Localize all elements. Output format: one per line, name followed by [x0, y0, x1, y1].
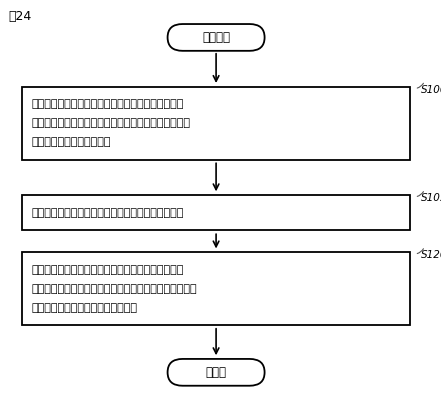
Text: S120: S120	[421, 250, 441, 260]
Text: 表面形状データを取得する: 表面形状データを取得する	[32, 137, 111, 147]
Text: 表面形状データの測定範囲から特徴区間を抽出する: 表面形状データの測定範囲から特徴区間を抽出する	[32, 208, 184, 218]
Text: スタート: スタート	[202, 31, 230, 44]
Text: データに対して、移動平均処理を行う（特徴区間を含む: データに対して、移動平均処理を行う（特徴区間を含む	[32, 284, 198, 294]
FancyBboxPatch shape	[168, 24, 265, 51]
Text: S105: S105	[421, 193, 441, 203]
FancyBboxPatch shape	[22, 87, 410, 160]
Text: 場合、移動平均区間がより大きい）: 場合、移動平均区間がより大きい）	[32, 303, 138, 312]
Text: 図24: 図24	[9, 10, 32, 23]
FancyBboxPatch shape	[168, 359, 265, 386]
FancyBboxPatch shape	[22, 252, 410, 325]
Text: 発光部に対して受光部を走査方向の前方または後方: 発光部に対して受光部を走査方向の前方または後方	[32, 99, 184, 109]
Text: エンド: エンド	[206, 366, 227, 379]
FancyBboxPatch shape	[22, 195, 410, 230]
Text: 表面形状データの測定範囲内（特徴区間を含む）の: 表面形状データの測定範囲内（特徴区間を含む）の	[32, 265, 184, 275]
Text: S100: S100	[421, 85, 441, 95]
Text: に位置させながら光ビームを走査することによって、: に位置させながら光ビームを走査することによって、	[32, 118, 191, 128]
